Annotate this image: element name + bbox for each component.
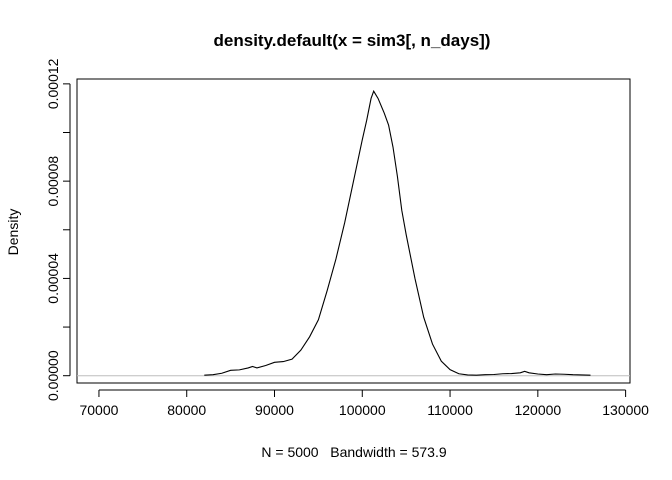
x-tick-label: 130000 (602, 402, 649, 418)
chart-title: density.default(x = sim3[, n_days]) (214, 31, 491, 50)
x-tick-label: 80000 (167, 402, 206, 418)
y-tick-label: 0.00012 (45, 58, 61, 109)
x-tick-label: 110000 (427, 402, 473, 418)
x-tick-label: 120000 (514, 402, 561, 418)
y-tick-label: 0.00000 (45, 350, 61, 401)
y-tick-label: 0.00004 (45, 253, 61, 304)
x-axis: 70000 80000 90000 100000 110000 120000 130000 (79, 389, 649, 418)
plot-frame (76, 78, 631, 384)
y-axis-label: Density (5, 209, 21, 256)
x-tick-label: 90000 (255, 402, 294, 418)
x-tick-label: 70000 (79, 402, 118, 418)
x-axis-label: N = 5000 Bandwidth = 573.9 (261, 444, 446, 460)
y-axis: 0.00000 0.00004 0.00008 0.00012 (45, 58, 71, 401)
density-curve (204, 89, 591, 376)
x-tick-label: 100000 (339, 402, 386, 418)
y-tick-label: 0.00008 (45, 156, 61, 207)
